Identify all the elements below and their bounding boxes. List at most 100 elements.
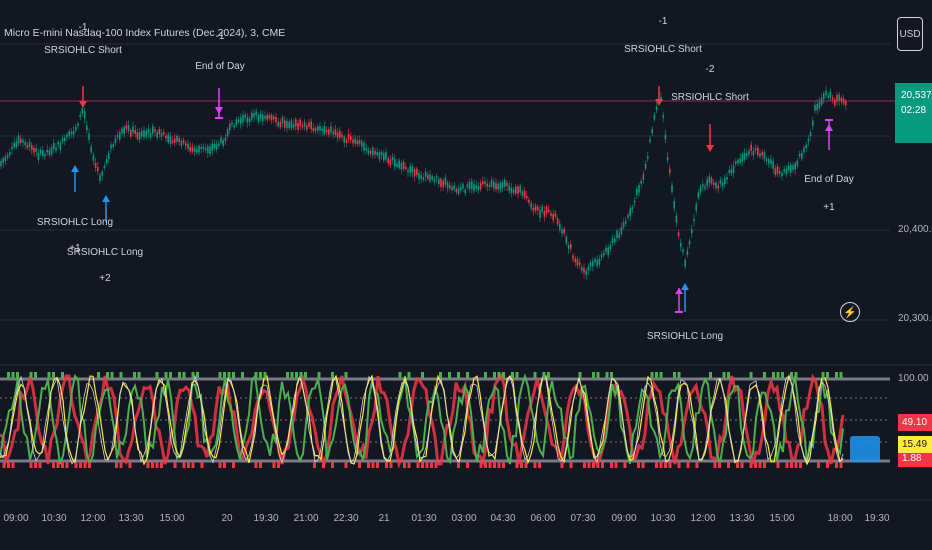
overbought-dot	[448, 372, 451, 378]
overbought-dot	[605, 372, 609, 378]
time-label: 15:00	[159, 513, 185, 524]
oversold-dot	[754, 462, 757, 468]
oversold-dot	[799, 462, 802, 468]
time-label: 21	[378, 513, 390, 524]
candle-body	[431, 176, 433, 180]
oversold-dot	[466, 462, 469, 468]
flash-icon[interactable]: ⚡	[840, 302, 860, 322]
overbought-dot	[155, 372, 159, 378]
currency-button[interactable]: USD	[897, 17, 923, 51]
overbought-dot	[304, 372, 307, 378]
candle-body	[587, 266, 590, 271]
overbought-dot	[164, 372, 168, 378]
candle-body	[281, 117, 284, 124]
candle-body	[719, 179, 722, 184]
candle-body	[156, 131, 158, 138]
candle-body	[477, 186, 480, 191]
short-arrow-3	[706, 124, 714, 152]
overbought-dot	[497, 372, 501, 378]
overbought-dot	[29, 372, 33, 378]
candle-body	[772, 161, 774, 169]
candle-body	[515, 186, 517, 194]
candle-body	[750, 144, 752, 151]
candle-body	[17, 135, 20, 144]
candle-body	[680, 242, 682, 248]
osc-tag-red: 49.10	[898, 414, 932, 431]
oversold-dot	[7, 462, 10, 468]
candle-body	[202, 146, 205, 150]
oversold-dot	[497, 462, 501, 468]
candle-body	[383, 152, 385, 161]
candle-body	[259, 113, 262, 120]
oversold-dot	[664, 462, 667, 468]
oversold-dot	[583, 462, 586, 468]
annotation-long-1-text: SRSIOHLC Long	[36, 217, 114, 228]
oversold-dot	[79, 462, 82, 468]
symbol-title[interactable]: Micro E-mini Nasdaq-100 Index Futures (D…	[4, 27, 286, 39]
candle-body	[363, 142, 365, 151]
overbought-dot	[749, 372, 753, 378]
annotation-short-2: -1 SRSIOHLC Short	[624, 8, 702, 64]
candle-body	[33, 147, 35, 153]
candle-body	[273, 116, 275, 120]
candle-body	[354, 138, 356, 144]
osc-highlight-box	[850, 436, 880, 462]
candle-body	[543, 210, 546, 217]
candle-body	[418, 172, 420, 180]
overbought-dot	[218, 372, 222, 378]
candle-body	[50, 147, 53, 155]
candle-body	[625, 221, 627, 224]
overbought-dot	[169, 372, 172, 378]
annotation-short-2-text: SRSIOHLC Short	[624, 44, 702, 55]
overbought-dot	[421, 372, 424, 378]
candle-body	[794, 163, 796, 170]
candle-body	[497, 184, 499, 190]
candle-body	[187, 143, 189, 149]
candle-body	[444, 177, 447, 185]
candle-body	[438, 178, 440, 185]
candle-body	[402, 161, 405, 169]
candle-body	[20, 138, 22, 143]
candle-body	[163, 132, 165, 135]
overbought-dot	[781, 372, 784, 378]
oversold-dot	[11, 462, 15, 468]
oversold-dot	[776, 462, 780, 468]
candle-body	[279, 121, 282, 128]
overbought-dot	[97, 372, 100, 378]
candle-body	[15, 141, 18, 147]
candle-body	[334, 129, 337, 135]
oversold-dot	[839, 462, 843, 468]
oversold-dot	[173, 462, 177, 468]
candle-body	[385, 151, 387, 160]
oversold-dot	[695, 462, 699, 468]
candle-body	[702, 184, 704, 187]
oversold-dot	[763, 462, 766, 468]
candle-body	[754, 148, 757, 151]
annotation-short-3-text: SRSIOHLC Short	[671, 92, 749, 103]
oversold-dot	[83, 462, 87, 468]
oversold-dot	[331, 462, 334, 468]
candle-body	[290, 120, 293, 129]
annotation-long-2-text: SRSIOHLC Long	[66, 247, 144, 258]
time-label: 09:00	[611, 513, 637, 524]
candle-body	[695, 204, 697, 211]
annotation-eod-1-text: End of Day	[195, 61, 245, 72]
candle-body	[149, 133, 152, 138]
candle-body	[323, 125, 326, 134]
candle-body	[724, 177, 726, 185]
candle-body	[204, 147, 207, 151]
candle-body	[314, 128, 317, 131]
annotation-long-2: SRSIOHLC Long +2	[67, 240, 143, 292]
candle-body	[389, 159, 392, 166]
oversold-dot	[637, 462, 640, 468]
candle-body	[688, 240, 691, 245]
candle-body	[504, 179, 506, 187]
candle-body	[108, 153, 110, 159]
candle-body	[427, 174, 429, 179]
candle-body	[726, 176, 728, 180]
candle-body	[6, 155, 9, 158]
oversold-dot	[758, 462, 762, 468]
candle-body	[768, 159, 770, 164]
oversold-dot	[727, 462, 730, 468]
